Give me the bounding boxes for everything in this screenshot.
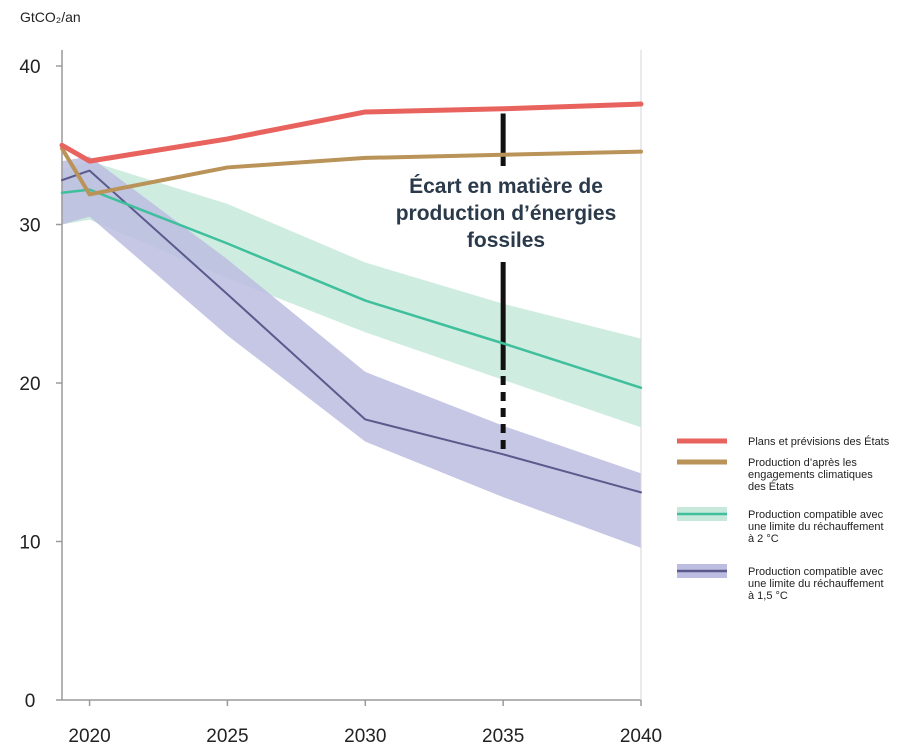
legend-label-1-0: Production d’après les [748,457,857,469]
band-series-3 [62,156,641,548]
legend-label-0-0: Plans et prévisions des États [748,435,890,448]
legend-label-1-2: des États [748,480,794,493]
x-ticks: 2020 2025 2030 2035 2040 [68,700,662,747]
legend-label-1-1: engagements climatiques [748,469,873,481]
legend-label-2-1: une limite du réchauffement [748,521,884,533]
legend-label-3-2: à 1,5 °C [748,590,788,602]
legend-label-3-0: Production compatible avec [748,566,884,578]
legend-label-2-2: à 2 °C [748,533,779,545]
annotation-line-1: production d’énergies [396,202,617,225]
annotation-line-2: fossiles [467,229,545,252]
gap-annotation: Écart en matière de production d’énergies… [396,113,617,452]
x-tick-label: 2035 [482,726,524,747]
y-tick-label: 10 [19,533,40,554]
x-tick-label: 2025 [206,726,248,747]
series-line-0 [59,101,644,164]
x-tick-label: 2030 [344,726,386,747]
axes [61,50,642,701]
series-line-1 [60,146,643,197]
y-tick-label: 30 [19,216,40,237]
legend-label-3-1: une limite du réchauffement [748,578,884,590]
x-tick-label: 2020 [68,726,110,747]
legend: Plans et prévisions des États Production … [677,435,890,602]
y-tick-label: 20 [19,374,40,395]
x-tick-label: 2040 [620,726,662,747]
legend-label-2-0: Production compatible avec [748,509,884,521]
annotation-line-0: Écart en matière de [409,175,603,198]
series-lines [59,101,644,494]
y-ticks: 0 10 20 30 40 [19,57,62,712]
series-line-3 [61,169,642,494]
y-tick-label: 0 [25,691,36,712]
y-axis-unit-label: GtCO₂/an [20,9,81,25]
y-tick-label: 40 [19,57,40,78]
